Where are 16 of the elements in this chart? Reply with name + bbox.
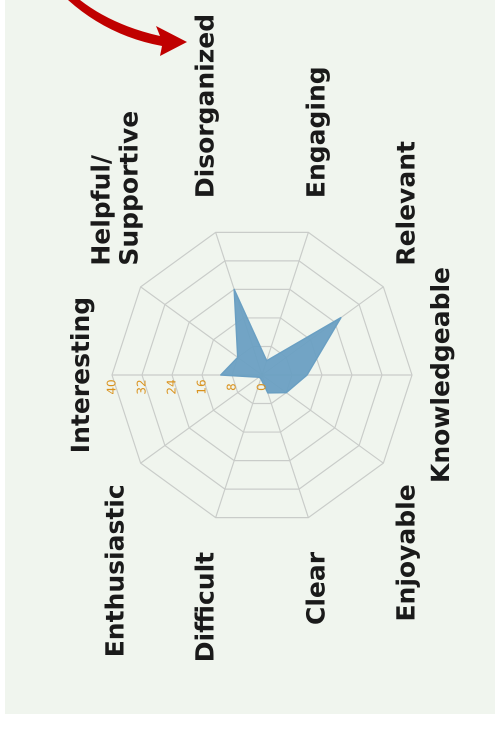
y-tick-label: 32	[134, 379, 148, 395]
y-tick-label: 0	[254, 383, 268, 391]
spoke-label: Enthusiastic	[100, 484, 130, 658]
spoke-label: Relevant	[391, 140, 420, 266]
spoke-label: Disorganized	[190, 14, 220, 198]
y-tick-label: 16	[194, 379, 208, 395]
spoke-label: Knowledgeable	[426, 266, 455, 484]
spoke-label: Enjoyable	[391, 484, 420, 622]
spoke-label: Difficult	[190, 552, 220, 662]
y-tick-label: 8	[224, 383, 238, 391]
spoke-label: Engaging	[301, 66, 330, 198]
y-tick-label: 24	[164, 379, 178, 395]
spoke-label: Helpful/ Supportive	[86, 110, 144, 266]
y-tick-label: 40	[104, 379, 118, 395]
spoke-label: Interesting	[66, 296, 95, 454]
spoke-label: Clear	[301, 551, 330, 625]
